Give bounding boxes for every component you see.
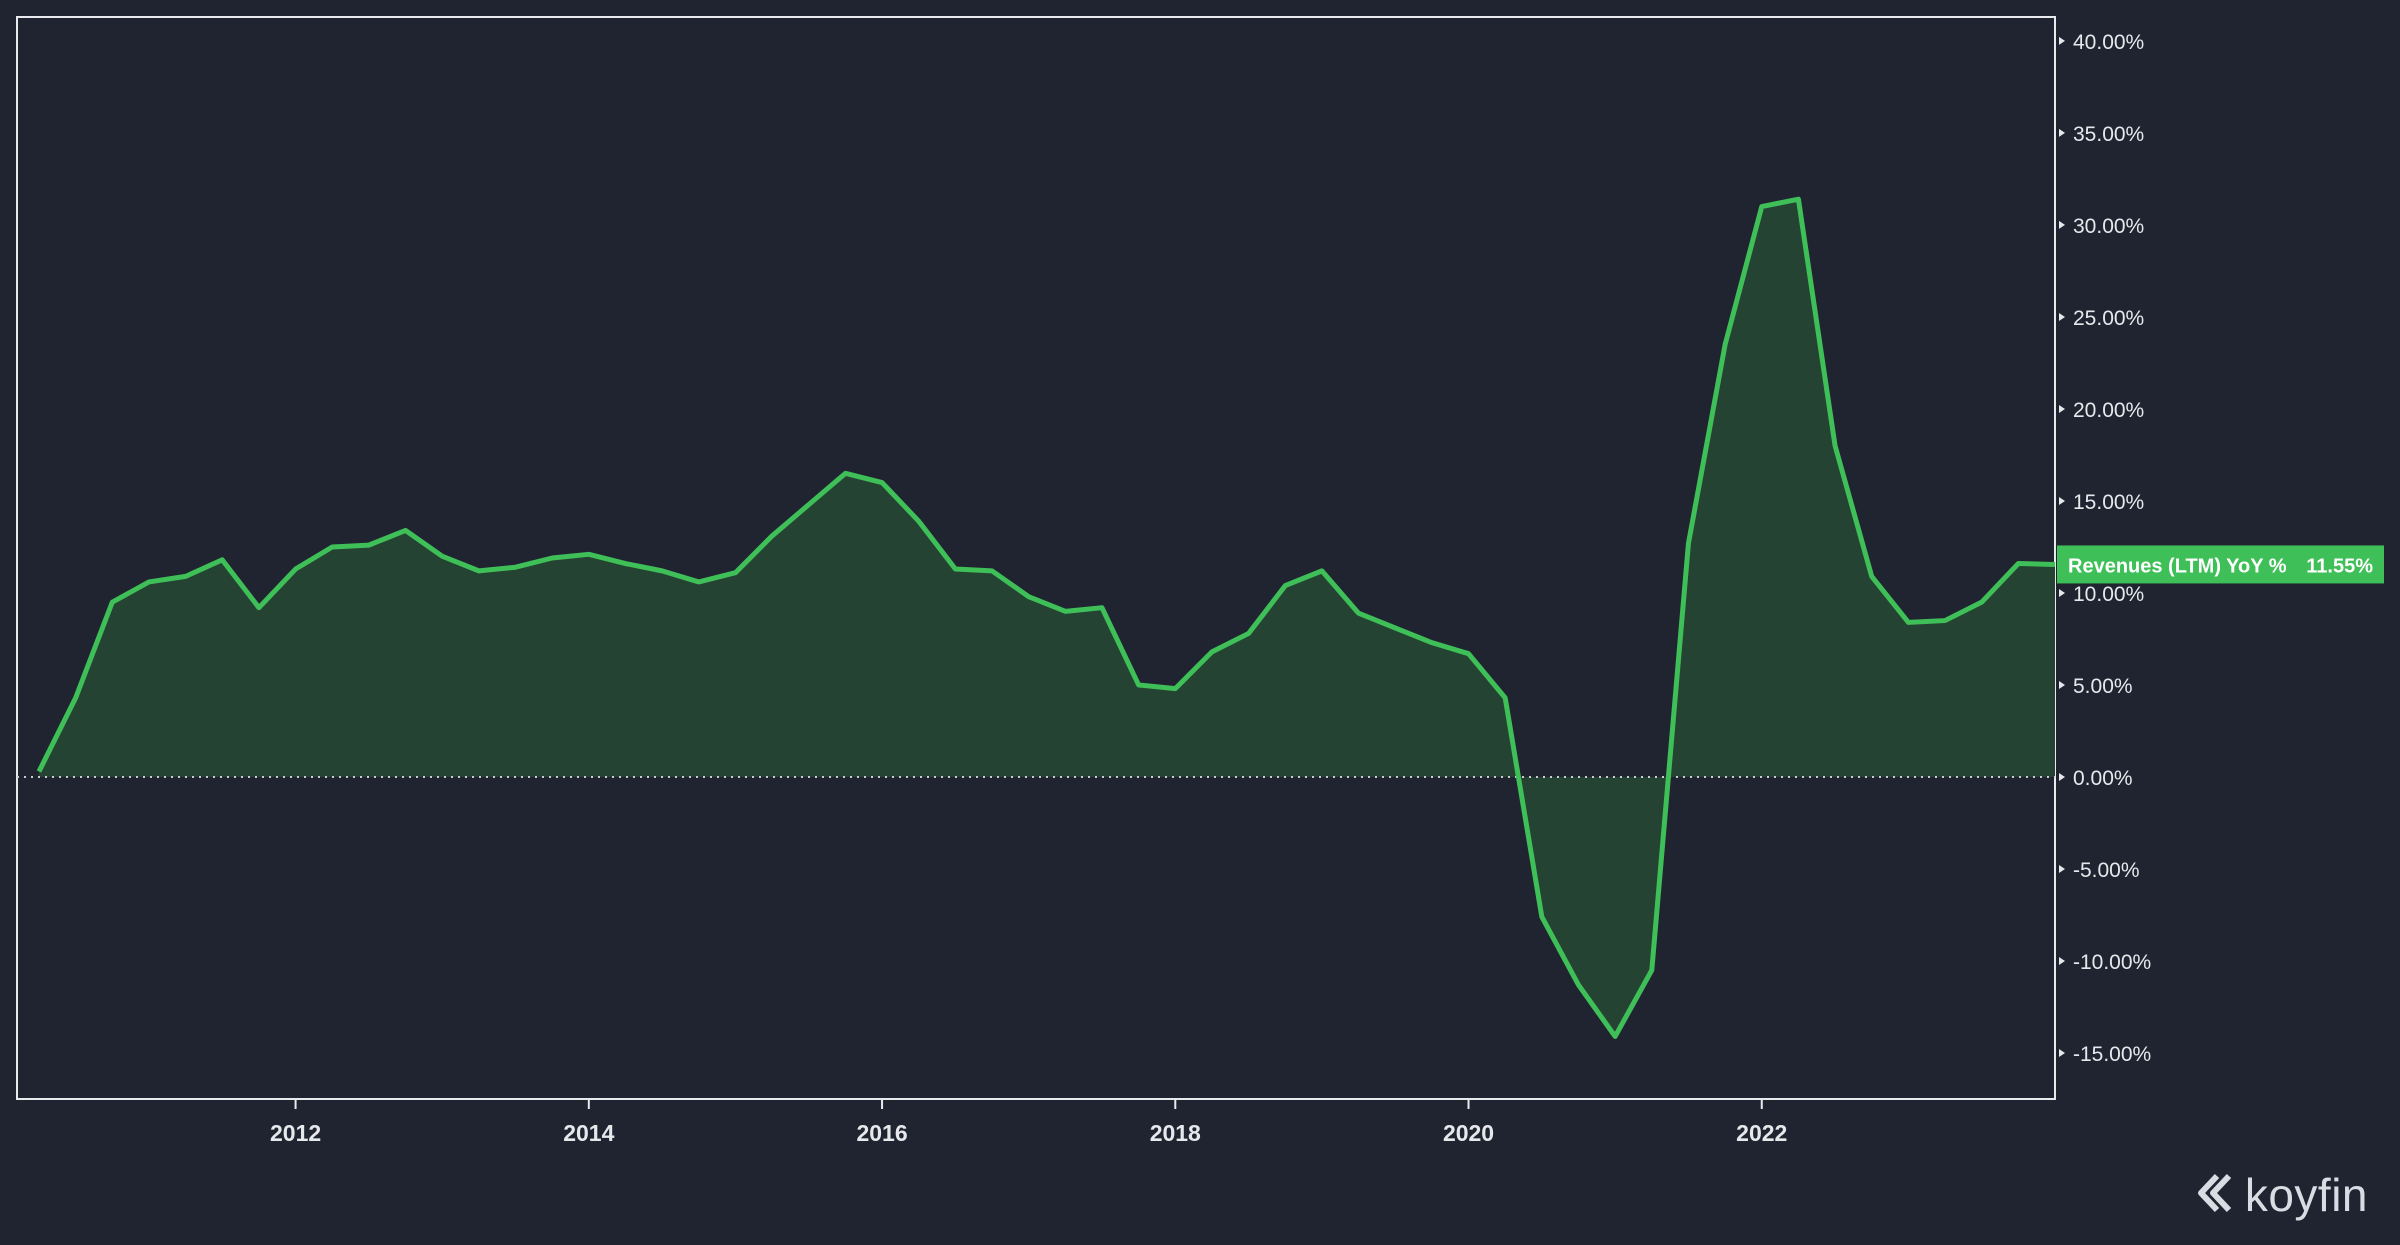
y-tick-mark [2059, 405, 2065, 413]
y-tick-label: 40.00% [2073, 31, 2144, 54]
x-tick-label: 2022 [1736, 1120, 1787, 1146]
y-tick-mark [2059, 589, 2065, 597]
x-tick-label: 2018 [1150, 1120, 1201, 1146]
koyfin-logo[interactable]: koyfin [2195, 1168, 2368, 1222]
y-tick-label: 0.00% [2073, 767, 2133, 790]
x-tick-label: 2016 [856, 1120, 907, 1146]
y-tick-label: 25.00% [2073, 307, 2144, 330]
koyfin-logo-icon [2195, 1172, 2237, 1219]
y-tick-label: -10.00% [2073, 951, 2151, 974]
series-area [39, 199, 2055, 1036]
series-tag-name: Revenues (LTM) YoY % [2068, 555, 2287, 577]
x-tick-label: 2020 [1443, 1120, 1494, 1146]
series-tag-value: 11.55% [2306, 555, 2373, 577]
y-tick-mark [2059, 37, 2065, 45]
y-tick-mark [2059, 221, 2065, 229]
y-tick-label: -5.00% [2073, 859, 2140, 882]
y-tick-label: 30.00% [2073, 215, 2144, 238]
y-tick-label: 10.00% [2073, 583, 2144, 606]
y-tick-mark [2059, 773, 2065, 781]
y-tick-mark [2059, 681, 2065, 689]
y-tick-label: 5.00% [2073, 675, 2133, 698]
y-tick-mark [2059, 865, 2065, 873]
y-tick-label: 15.00% [2073, 491, 2144, 514]
y-tick-label: -15.00% [2073, 1043, 2151, 1066]
y-tick-mark [2059, 313, 2065, 321]
y-tick-mark [2059, 129, 2065, 137]
y-tick-mark [2059, 1049, 2065, 1057]
x-tick-label: 2012 [270, 1120, 321, 1146]
y-tick-mark [2059, 957, 2065, 965]
y-tick-label: 35.00% [2073, 123, 2144, 146]
y-tick-label: 20.00% [2073, 399, 2144, 422]
y-tick-mark [2059, 497, 2065, 505]
x-tick-label: 2014 [563, 1120, 614, 1146]
koyfin-logo-text: koyfin [2245, 1168, 2368, 1222]
